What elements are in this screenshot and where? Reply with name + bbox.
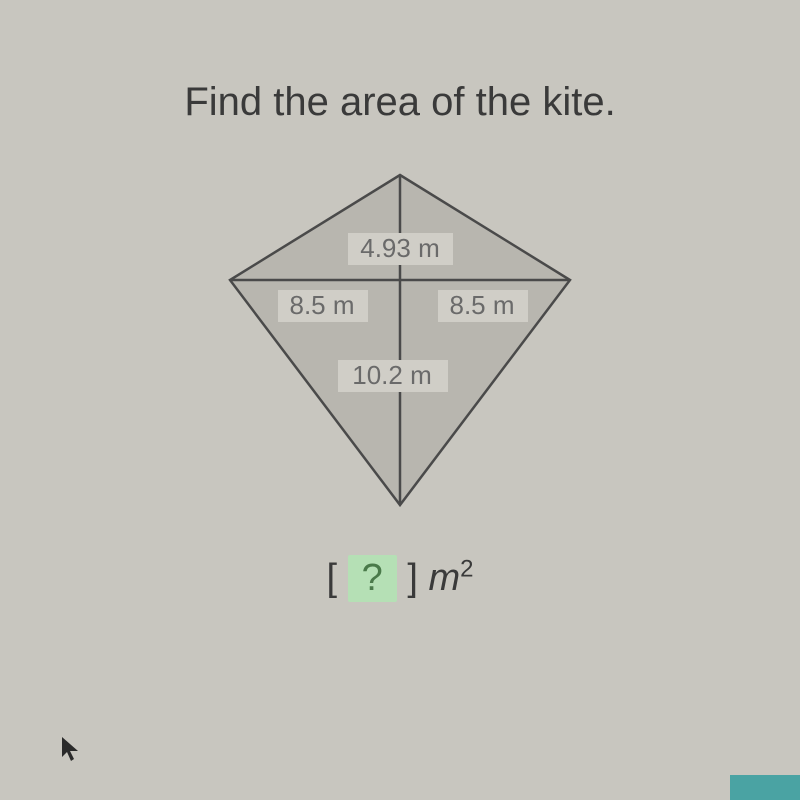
bracket-close: ] — [407, 557, 418, 599]
label-left-half: 8.5 m — [289, 290, 354, 320]
unit-base: m — [428, 557, 460, 599]
label-bottom-diag: 10.2 m — [352, 360, 432, 390]
label-top-diag: 4.93 m — [360, 233, 440, 263]
label-right-half: 8.5 m — [449, 290, 514, 320]
question-title: Find the area of the kite. — [90, 80, 710, 125]
kite-diagram: 4.93 m 8.5 m 8.5 m 10.2 m — [200, 165, 600, 525]
corner-accent — [730, 775, 800, 800]
bracket-open: [ — [327, 557, 338, 599]
answer-line: [ ? ] m2 — [90, 555, 710, 602]
unit-exponent: 2 — [460, 555, 473, 582]
mouse-cursor-icon — [60, 735, 82, 770]
answer-input-box[interactable]: ? — [348, 555, 397, 602]
